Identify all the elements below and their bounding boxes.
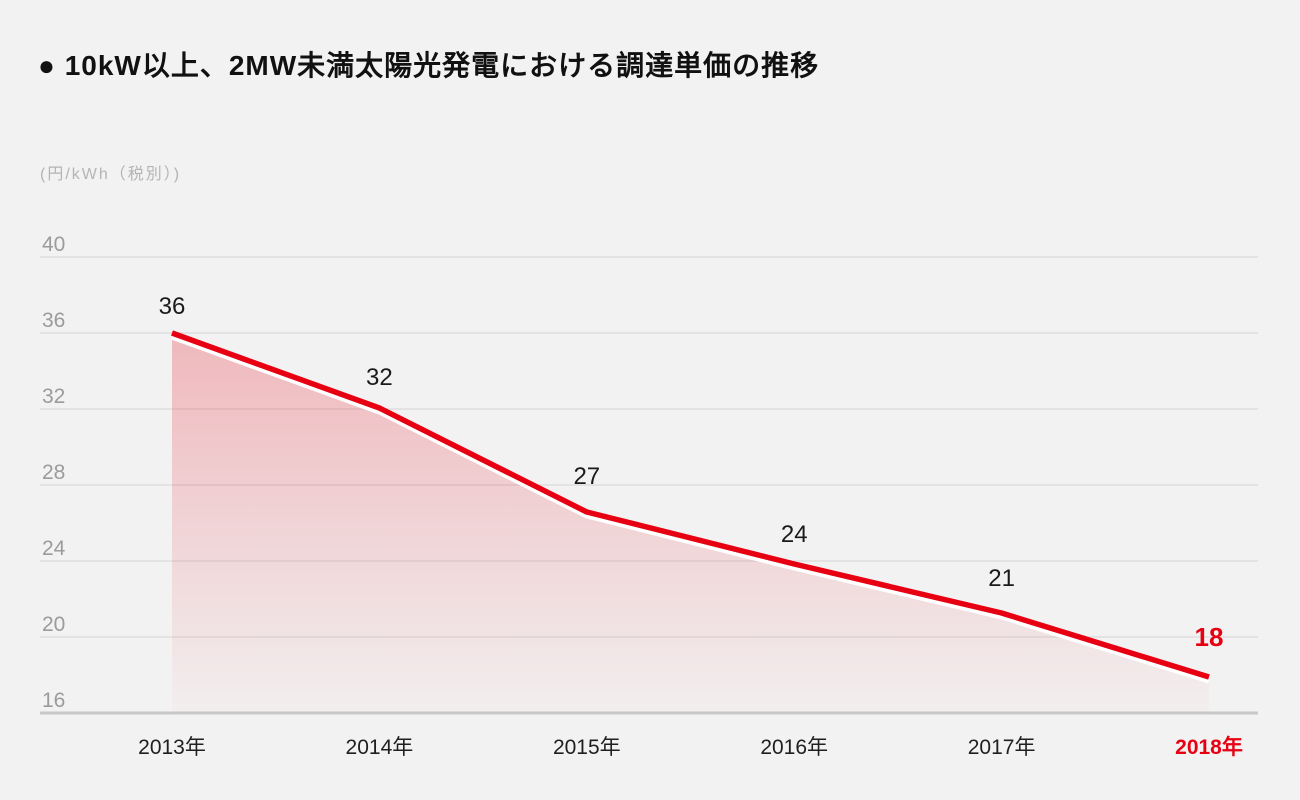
y-tick-label-40: 40 (42, 233, 65, 256)
y-tick-label-32: 32 (42, 385, 65, 408)
y-axis-unit-label: (円/kWh（税別）) (40, 166, 182, 183)
y-tick-label-24: 24 (42, 537, 66, 560)
y-tick-label-20: 20 (42, 613, 65, 636)
area-fill (172, 333, 1209, 713)
data-point-label-2017年: 21 (988, 565, 1015, 592)
x-axis-label-2013年: 2013年 (138, 736, 206, 759)
data-point-label-2014年: 32 (366, 364, 393, 391)
trend-line-underlay (170, 333, 1210, 684)
x-axis-label-2018年: 2018年 (1175, 735, 1243, 759)
data-point-label-2013年: 36 (159, 293, 186, 320)
y-tick-label-28: 28 (42, 461, 65, 484)
x-axis-label-2017年: 2017年 (968, 736, 1036, 759)
x-axis-label-2016年: 2016年 (760, 736, 828, 759)
data-point-label-2018年: 18 (1195, 622, 1224, 652)
x-axis-label-2015年: 2015年 (553, 736, 621, 759)
chart-title: ● 10kW以上、2MW未満太陽光発電における調達単価の推移 (38, 50, 820, 81)
data-point-label-2015年: 27 (573, 463, 600, 490)
x-axis-label-2014年: 2014年 (346, 736, 414, 759)
data-point-label-2016年: 24 (781, 521, 808, 548)
y-tick-label-36: 36 (42, 309, 65, 332)
trend-line (171, 330, 1210, 680)
y-tick-label-16: 16 (42, 689, 65, 712)
